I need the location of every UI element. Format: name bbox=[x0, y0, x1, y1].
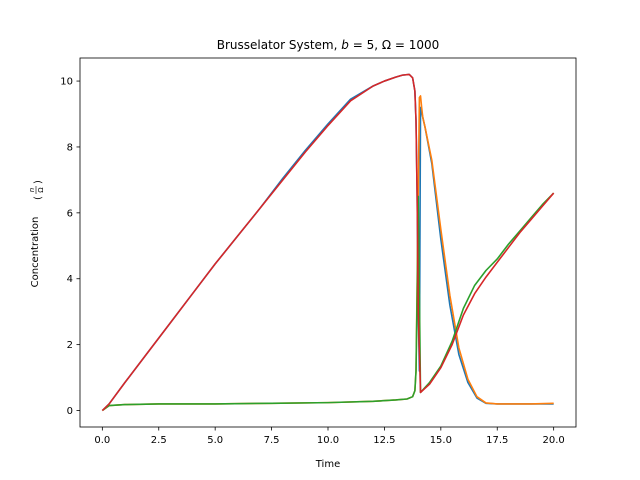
x-tick-label: 7.5 bbox=[264, 435, 280, 446]
y-tick-label: 10 bbox=[60, 77, 73, 88]
x-tick-label: 0.0 bbox=[94, 435, 110, 446]
x-tick-label: 15.0 bbox=[430, 435, 452, 446]
y-axis-ticks: 0 2 4 6 8 10 bbox=[60, 77, 80, 417]
x-tick-label: 10.0 bbox=[317, 435, 339, 446]
y-axis-label-numerator: n bbox=[28, 188, 36, 192]
series-layer bbox=[101, 73, 555, 412]
x-tick-label: 20.0 bbox=[543, 435, 565, 446]
y-axis-label-text: Concentration bbox=[30, 217, 41, 288]
y-tick-label: 0 bbox=[67, 406, 73, 417]
y-axis-label-paren-open: ( bbox=[33, 196, 44, 200]
x-tick-label: 12.5 bbox=[373, 435, 395, 446]
y-axis-label-paren-close: ) bbox=[33, 180, 44, 184]
y-tick-label: 6 bbox=[67, 208, 73, 219]
series-line-4 bbox=[101, 73, 555, 412]
x-axis-label: Time bbox=[315, 459, 340, 470]
x-tick-label: 5.0 bbox=[207, 435, 223, 446]
y-tick-label: 4 bbox=[67, 274, 73, 285]
y-tick-label: 8 bbox=[67, 142, 73, 153]
x-axis-ticks: 0.0 2.5 5.0 7.5 10.0 12.5 15.0 17.5 20.0 bbox=[94, 427, 565, 446]
y-tick-label: 2 bbox=[67, 340, 73, 351]
y-axis-label-denominator: Ω bbox=[37, 187, 45, 193]
chart-title: Brusselator System, b = 5, Ω = 1000 bbox=[217, 38, 440, 52]
x-tick-label: 17.5 bbox=[486, 435, 508, 446]
x-tick-label: 2.5 bbox=[151, 435, 167, 446]
y-axis-label: Concentration n Ω ( ) bbox=[28, 180, 45, 287]
